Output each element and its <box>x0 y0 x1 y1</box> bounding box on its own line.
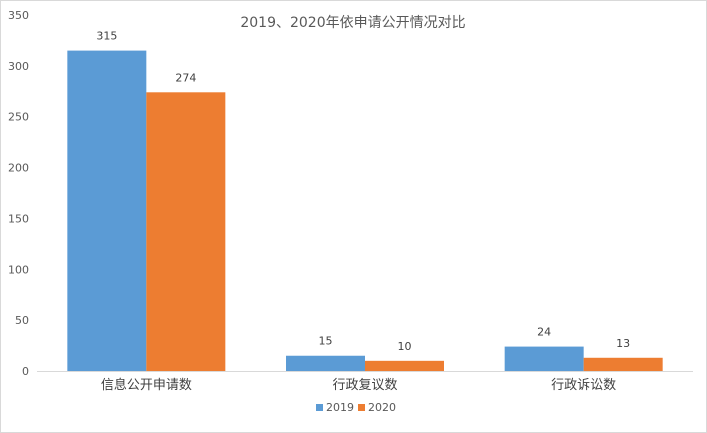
y-tick-label: 350 <box>8 9 29 22</box>
data-label: 315 <box>96 30 117 43</box>
legend-label: 2019 <box>326 401 354 414</box>
bars-layer <box>67 50 663 371</box>
legend-swatch-2019 <box>316 404 323 411</box>
y-tick-label: 150 <box>8 212 29 225</box>
bar-2019 <box>67 50 147 371</box>
bar-2020 <box>365 360 444 371</box>
y-tick-label: 250 <box>8 111 29 124</box>
bar-2020 <box>146 92 226 371</box>
legend-swatch-2020 <box>358 404 365 411</box>
y-tick-label: 50 <box>15 314 29 327</box>
axis-layer: 0 50 100 150 200 250 300 350 信息公开申请数 行政复议数 行政诉讼数 <box>8 9 693 393</box>
bar-2019 <box>504 346 584 371</box>
x-category-label: 信息公开申请数 <box>101 377 192 393</box>
y-tick-label: 100 <box>8 263 29 276</box>
labels-layer: 315 274 15 10 24 13 <box>96 30 630 353</box>
data-label: 15 <box>319 335 333 348</box>
x-category-label: 行政诉讼数 <box>551 378 616 393</box>
x-category-label: 行政复议数 <box>332 378 397 393</box>
y-tick-label: 300 <box>8 60 29 73</box>
data-label: 274 <box>175 71 196 84</box>
y-tick-label: 200 <box>8 162 29 175</box>
bar-2019 <box>286 355 365 371</box>
legend: 2019 2020 <box>316 401 396 414</box>
legend-label: 2020 <box>368 401 396 414</box>
data-label: 24 <box>537 326 551 339</box>
bar-2020 <box>583 357 663 371</box>
data-label: 13 <box>616 337 630 350</box>
chart-title: 2019、2020年依申请公开情况对比 <box>240 15 465 31</box>
y-tick-label: 0 <box>22 365 29 378</box>
data-label: 10 <box>398 340 412 353</box>
